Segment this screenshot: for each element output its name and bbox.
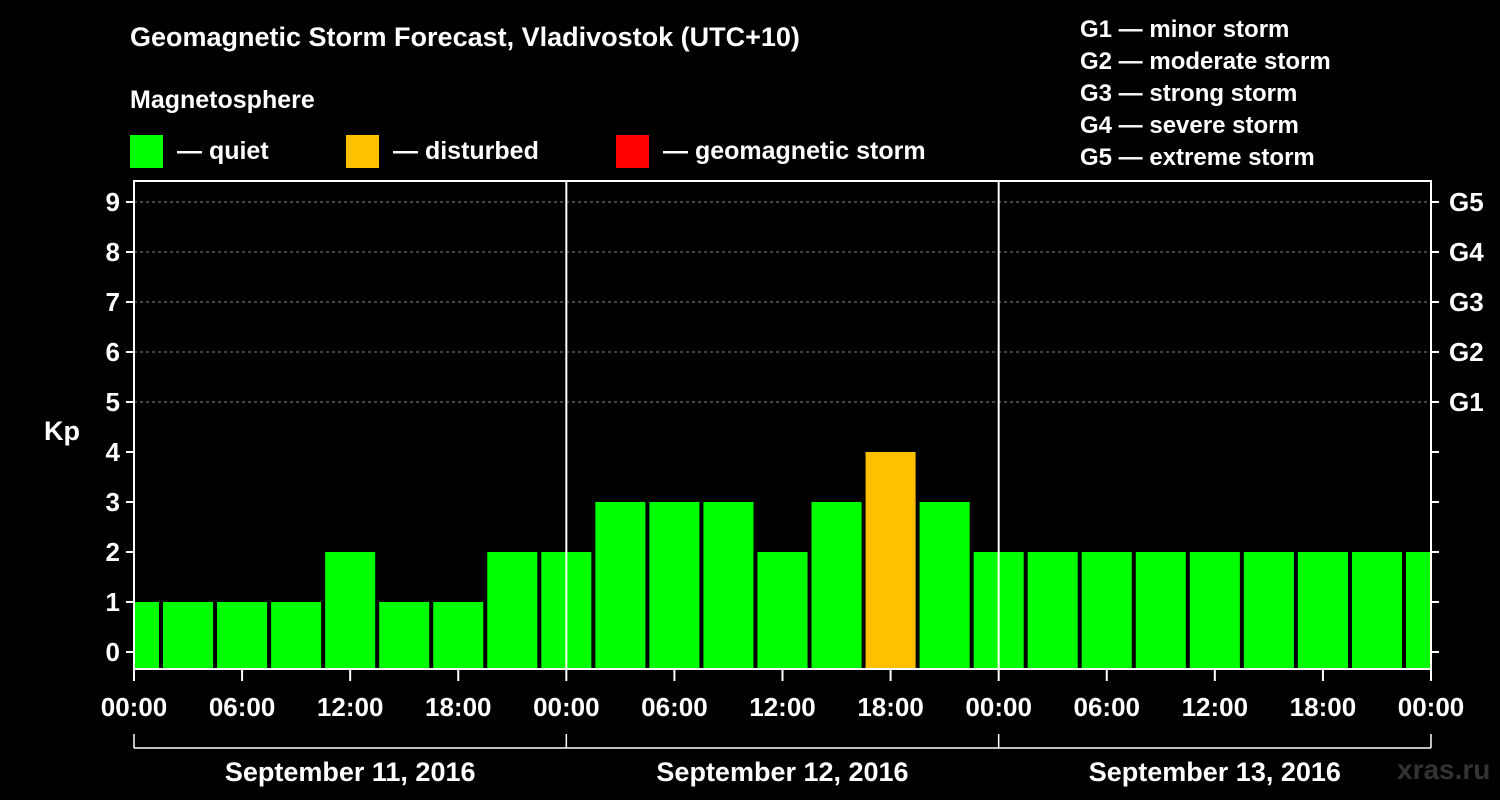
kp-bar — [1405, 552, 1430, 669]
g-scale-item: G4 — severe storm — [1080, 112, 1299, 139]
legend-storm: — geomagnetic storm — [616, 134, 926, 168]
legend-subtitle: Magnetosphere — [130, 86, 315, 114]
legend-disturbed: — disturbed — [346, 134, 539, 168]
x-tick-label: 12:00 — [749, 692, 816, 722]
x-tick-label: 06:00 — [209, 692, 276, 722]
date-label: September 13, 2016 — [1089, 757, 1341, 787]
legend-swatch-storm — [616, 134, 649, 168]
x-tick-label: 18:00 — [857, 692, 924, 722]
g-scale-legend: G1 — minor storm G2 — moderate storm G3 … — [1080, 14, 1331, 174]
g-scale-item: G1 — minor storm — [1080, 16, 1290, 43]
kp-bar — [379, 602, 430, 669]
y-tick-label: 0 — [106, 637, 120, 667]
watermark: xras.ru — [1397, 754, 1491, 785]
g-scale-item: G3 — strong storm — [1080, 80, 1298, 107]
g-level-label: G1 — [1449, 387, 1484, 417]
date-label: September 11, 2016 — [225, 757, 476, 787]
y-axis-label: Kp — [44, 416, 80, 446]
legend-label-storm: — geomagnetic storm — [663, 136, 926, 165]
kp-bar — [1297, 552, 1348, 669]
kp-bar — [703, 502, 754, 669]
kp-bar — [1351, 552, 1402, 669]
y-tick-label: 8 — [106, 237, 120, 267]
y-tick-label: 5 — [106, 387, 120, 417]
g-level-label: G3 — [1449, 287, 1484, 317]
legend-quiet: — quiet — [130, 134, 269, 168]
y-tick-label: 6 — [106, 337, 120, 367]
g-level-label: G5 — [1449, 187, 1484, 217]
g-level-label: G4 — [1449, 237, 1484, 267]
kp-bar — [487, 552, 538, 669]
kp-bar — [271, 602, 322, 669]
kp-bar — [135, 602, 160, 669]
kp-bar — [757, 552, 808, 669]
kp-bar — [1189, 552, 1240, 669]
x-tick-label: 18:00 — [425, 692, 492, 722]
x-tick-label: 12:00 — [317, 692, 384, 722]
x-tick-label: 18:00 — [1290, 692, 1357, 722]
x-tick-label: 06:00 — [1074, 692, 1141, 722]
kp-bar — [811, 502, 862, 669]
y-tick-label: 3 — [106, 487, 120, 517]
kp-bar — [1027, 552, 1078, 669]
y-tick-label: 9 — [106, 187, 120, 217]
x-tick-label: 12:00 — [1182, 692, 1249, 722]
kp-bar — [163, 602, 214, 669]
x-tick-label: 00:00 — [965, 692, 1032, 722]
y-tick-label: 2 — [106, 537, 120, 567]
kp-bar — [865, 452, 916, 669]
g-level-label: G2 — [1449, 337, 1484, 367]
chart-title: Geomagnetic Storm Forecast, Vladivostok … — [130, 22, 800, 52]
kp-bar — [595, 502, 646, 669]
legend-label-quiet: — quiet — [177, 136, 269, 165]
x-tick-label: 06:00 — [641, 692, 708, 722]
legend-swatch-disturbed — [346, 134, 379, 168]
y-tick-label: 1 — [106, 587, 120, 617]
kp-bar — [919, 502, 970, 669]
kp-bar — [649, 502, 700, 669]
kp-bar — [325, 552, 376, 669]
kp-bar — [217, 602, 268, 669]
kp-bar — [1243, 552, 1294, 669]
y-tick-label: 4 — [106, 437, 121, 467]
g-scale-item: G5 — extreme storm — [1080, 144, 1315, 171]
kp-bar — [1135, 552, 1186, 669]
date-label: September 12, 2016 — [656, 757, 908, 787]
y-tick-label: 7 — [106, 287, 120, 317]
x-tick-label: 00:00 — [101, 692, 168, 722]
legend-swatch-quiet — [130, 134, 163, 168]
x-tick-label: 00:00 — [533, 692, 600, 722]
g-scale-item: G2 — moderate storm — [1080, 48, 1331, 75]
legend-label-disturbed: — disturbed — [393, 136, 539, 165]
x-tick-label: 00:00 — [1398, 692, 1465, 722]
kp-bar — [1081, 552, 1132, 669]
kp-bar — [433, 602, 484, 669]
